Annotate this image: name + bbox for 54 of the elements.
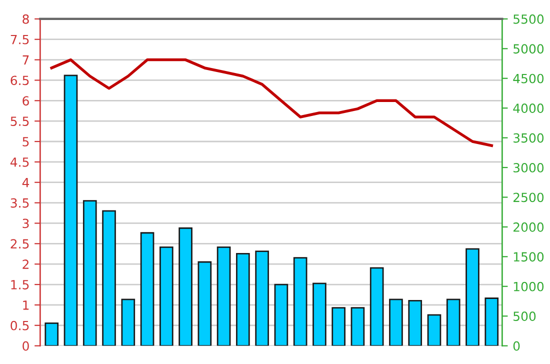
y-tick-label: 0 [22,341,29,351]
y2-tick-label: 3500 [514,133,544,143]
y-tick-label: 0.5 [10,320,29,330]
y-tick-label: 6.5 [10,76,29,86]
y-tick-label: 5 [22,137,29,146]
bar [216,246,231,346]
line-series [50,58,494,147]
y2-tick-label: 2500 [513,192,544,202]
y-tick-label: 7 [22,55,29,65]
y-tick-label: 2.5 [10,239,29,249]
y-tick-label: 4.5 [10,158,29,167]
bar [427,314,442,346]
bar [446,298,460,346]
y-tick-label: 4 [22,178,30,188]
bar [140,232,154,346]
bar [178,227,192,346]
y-tick-label: 3.5 [10,198,29,208]
bar [350,307,365,346]
y-tick-label: 6 [22,96,29,106]
y-tick-label: 2 [22,260,28,269]
bar [236,252,250,346]
y-tick-label: 1 [23,300,29,310]
bar [293,257,308,346]
y-tick-label: 8 [22,14,29,24]
bar [484,298,499,346]
bar [160,246,174,346]
y2-tick-label: 5500 [514,14,544,24]
bar [64,74,78,346]
y2-tick-label: 0 [513,341,520,351]
y2-tick-label: 4000 [513,104,544,113]
bar [408,300,422,346]
y-tick-label: 7.5 [10,34,29,44]
y2-tick-label: 4500 [513,74,544,84]
bar [121,298,136,346]
bar [44,322,59,346]
bar [198,261,212,346]
bar [312,282,326,346]
y2-tick-label: 1500 [514,252,544,262]
y-tick-label: 1.5 [11,280,29,290]
bar [332,307,346,346]
bar [466,248,480,346]
y-tick-label: 3 [22,218,29,228]
y2-tick-label: 500 [514,312,536,322]
bar [82,200,97,346]
y2-tick-label: 1000 [514,282,544,292]
y-tick-label: 5.5 [10,116,29,126]
bar [102,210,116,346]
bar [255,250,269,346]
y2-tick-label: 5000 [514,44,544,54]
y2-tick-label: 3000 [514,162,544,172]
bar [274,284,288,346]
bar [370,267,384,346]
bar [389,298,403,346]
y2-tick-label: 2000 [513,222,544,232]
